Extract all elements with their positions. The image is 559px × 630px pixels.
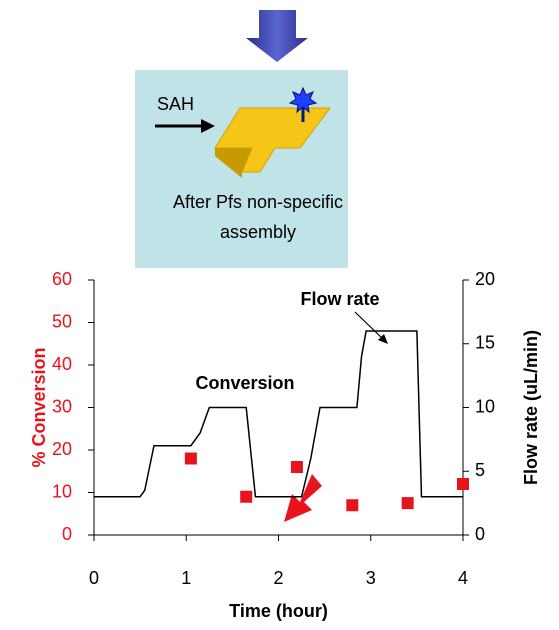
x-axis-title: Time (hour) <box>229 601 328 621</box>
diagram-caption: After Pfs non-specific <box>173 192 343 212</box>
series-annotation: Flow rate <box>300 289 379 309</box>
x-tick-label: 1 <box>181 568 191 588</box>
flow-line <box>94 330 463 498</box>
y2-tick-label: 0 <box>475 524 485 544</box>
data-point <box>290 461 303 473</box>
x-tick-label: 2 <box>273 568 283 588</box>
data-point <box>457 478 469 490</box>
y-tick-label: 40 <box>52 354 72 374</box>
y2-tick-label: 5 <box>475 460 485 480</box>
diagram-arrowhead <box>201 119 215 133</box>
chart: 0 10 20 30 40 50 60 0 5 10 15 20 0 1 2 3 4 Time (hour) % C… <box>29 269 541 621</box>
burst <box>288 86 318 114</box>
y-tick-label: 0 <box>62 524 72 544</box>
annotation-arrowhead <box>378 334 388 344</box>
data-point <box>240 490 253 503</box>
diagram-label: SAH <box>157 94 194 114</box>
down-arrow <box>246 10 308 62</box>
annotation-arrow <box>354 311 385 341</box>
y-tick-label: 30 <box>52 396 72 416</box>
y2-tick-label: 15 <box>475 333 495 353</box>
x-tick-label: 0 <box>89 568 99 588</box>
y-tick-label: 50 <box>52 311 72 331</box>
x-tick-label: 4 <box>458 568 468 588</box>
y2-axis-title: Flow rate (uL/min) <box>521 330 541 485</box>
data-point <box>401 497 414 510</box>
series-annotation: Conversion <box>195 373 294 393</box>
data-point <box>184 452 197 465</box>
chip-edge <box>215 148 252 178</box>
y-tick-label: 20 <box>52 439 72 459</box>
x-tick-label: 3 <box>366 568 376 588</box>
annotation-arrow <box>284 474 322 522</box>
data-point <box>346 499 359 512</box>
diagram-caption: assembly <box>220 222 296 242</box>
y2-tick-label: 20 <box>475 269 495 289</box>
y-tick-label: 10 <box>52 481 72 501</box>
y2-tick-label: 10 <box>475 396 495 416</box>
y-tick-label: 60 <box>52 269 72 289</box>
y-axis-title: % Conversion <box>29 347 49 467</box>
